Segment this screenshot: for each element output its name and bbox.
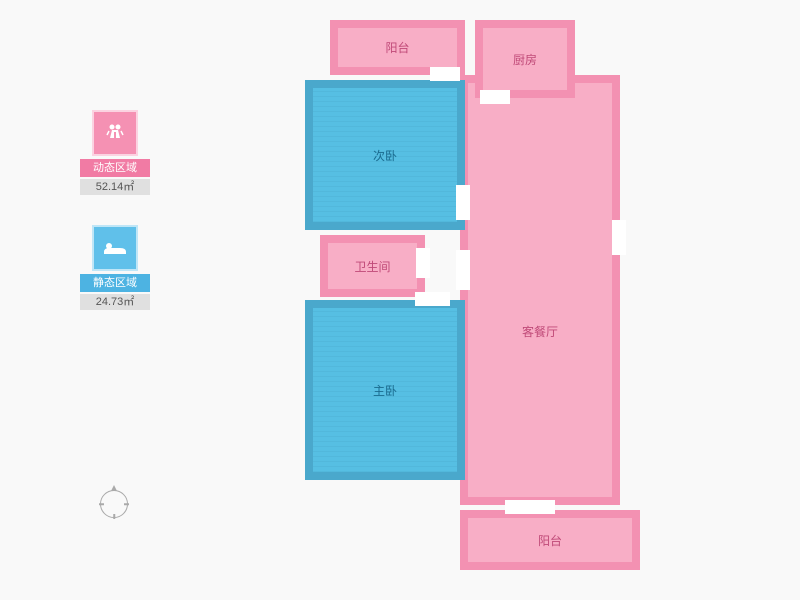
legend-dynamic-label: 动态区域 [80,159,150,177]
people-icon [92,110,138,156]
room-bathroom: 卫生间 [320,235,425,297]
door-bedroom1 [415,292,450,306]
room-kitchen-label: 厨房 [513,51,537,68]
legend-static-value: 24.73㎡ [80,294,150,310]
door-entry [612,220,626,255]
room-balcony-bottom-label: 阳台 [538,532,562,549]
legend-static-label: 静态区域 [80,274,150,292]
room-kitchen: 厨房 [475,20,575,98]
room-living-label: 客餐厅 [522,323,558,340]
room-bedroom1-label: 主卧 [373,382,397,399]
sleep-icon [92,225,138,271]
room-bedroom2: 次卧 [305,80,465,230]
legend-dynamic-value: 52.14㎡ [80,179,150,195]
room-bedroom2-label: 次卧 [373,147,397,164]
door-bedroom2 [456,185,470,220]
legend-static: 静态区域 24.73㎡ [80,225,150,310]
room-balcony-bottom: 阳台 [460,510,640,570]
room-living: 客餐厅 [460,75,620,505]
legend-dynamic: 动态区域 52.14㎡ [80,110,150,195]
room-bedroom1: 主卧 [305,300,465,480]
door-balcony-bottom [505,500,555,514]
compass-icon [100,490,132,522]
door-kitchen [480,90,510,104]
legend-panel: 动态区域 52.14㎡ 静态区域 24.73㎡ [80,110,150,340]
room-balcony-top-label: 阳台 [385,39,409,56]
door-living-mid [456,250,470,290]
door-balcony-top [430,67,460,81]
door-bathroom [416,248,430,278]
room-bathroom-label: 卫生间 [354,258,390,275]
